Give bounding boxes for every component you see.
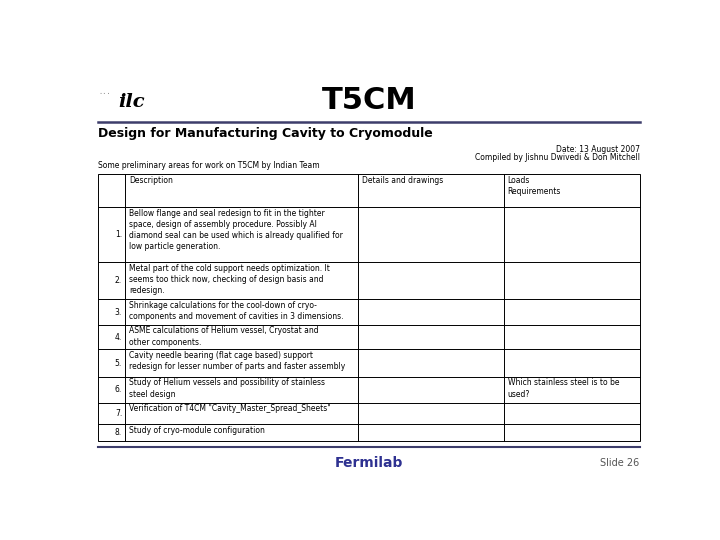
Text: 1.: 1.: [115, 231, 122, 239]
Text: 3.: 3.: [114, 307, 122, 316]
Text: ASME calculations of Helium vessel, Cryostat and
other components.: ASME calculations of Helium vessel, Cryo…: [129, 327, 318, 347]
Text: 8.: 8.: [115, 428, 122, 437]
Text: Which stainless steel is to be
used?: Which stainless steel is to be used?: [508, 379, 619, 399]
Text: Shrinkage calculations for the cool-down of cryo-
components and movement of cav: Shrinkage calculations for the cool-down…: [129, 301, 343, 321]
Text: Loads
Requirements: Loads Requirements: [508, 176, 561, 195]
Text: ilc: ilc: [118, 93, 145, 111]
Text: Cavity needle bearing (flat cage based) support
redesign for lesser number of pa: Cavity needle bearing (flat cage based) …: [129, 351, 345, 371]
Text: Study of Helium vessels and possibility of stainless
steel design: Study of Helium vessels and possibility …: [129, 379, 325, 399]
Text: 5.: 5.: [114, 359, 122, 368]
Text: Study of cryo-module configuration: Study of cryo-module configuration: [129, 426, 265, 435]
Text: T5CM: T5CM: [322, 86, 416, 114]
Text: 2.: 2.: [115, 276, 122, 285]
Text: Compiled by Jishnu Dwivedi & Don Mitchell: Compiled by Jishnu Dwivedi & Don Mitchel…: [474, 153, 639, 161]
Text: Details and drawings: Details and drawings: [361, 176, 443, 185]
Text: Some preliminary areas for work on T5CM by Indian Team: Some preliminary areas for work on T5CM …: [99, 161, 320, 170]
Text: Metal part of the cold support needs optimization. It
seems too thick now, check: Metal part of the cold support needs opt…: [129, 264, 330, 295]
Text: 6.: 6.: [114, 386, 122, 394]
Text: 7.: 7.: [114, 409, 122, 418]
Text: 4.: 4.: [114, 333, 122, 342]
Text: ...: ...: [99, 89, 111, 95]
Text: Slide 26: Slide 26: [600, 458, 639, 468]
Text: Description: Description: [129, 176, 173, 185]
Text: Bellow flange and seal redesign to fit in the tighter
space, design of assembly : Bellow flange and seal redesign to fit i…: [129, 209, 343, 251]
Text: Date: 13 August 2007: Date: 13 August 2007: [556, 145, 639, 154]
Text: Verification of T4CM "Cavity_Master_Spread_Sheets": Verification of T4CM "Cavity_Master_Spre…: [129, 404, 330, 414]
Bar: [99, 174, 639, 441]
Text: Fermilab: Fermilab: [335, 456, 403, 470]
Text: Design for Manufacturing Cavity to Cryomodule: Design for Manufacturing Cavity to Cryom…: [99, 127, 433, 140]
